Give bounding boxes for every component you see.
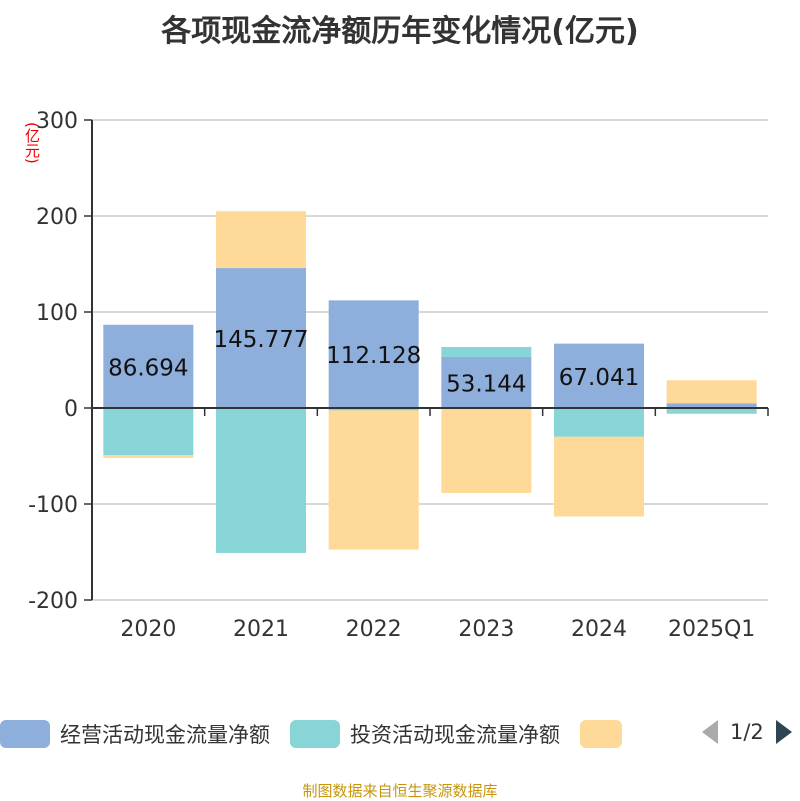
bar-segment bbox=[554, 408, 644, 437]
bar-segment bbox=[441, 346, 532, 357]
bar-segment bbox=[216, 408, 306, 553]
chart-title: 各项现金流净额历年变化情况(亿元) bbox=[161, 14, 639, 49]
bar-segment bbox=[441, 408, 532, 493]
bar-segment bbox=[666, 403, 757, 408]
data-label: 145.777 bbox=[213, 327, 308, 353]
bar-segment bbox=[103, 324, 194, 408]
legend-label: 经营活动现金流量净额 bbox=[60, 723, 270, 747]
x-tick-label: 2022 bbox=[346, 617, 402, 642]
data-label: 112.128 bbox=[326, 343, 421, 369]
bar-segment bbox=[554, 436, 644, 517]
bar-segment bbox=[103, 408, 194, 456]
bar-segment bbox=[328, 410, 419, 550]
y-tick-label: 100 bbox=[36, 301, 78, 326]
bar-chart: 300 200 100 0 -100 -200 2020 86.694 2021 145.777 2… bbox=[28, 109, 769, 642]
bar-segment bbox=[216, 268, 306, 408]
bar-segment bbox=[554, 343, 644, 408]
x-tick-label: 2020 bbox=[120, 617, 176, 642]
bar-segment bbox=[103, 455, 194, 458]
bar-segment bbox=[216, 211, 306, 269]
bar-segment bbox=[441, 356, 532, 408]
x-tick-label: 2023 bbox=[458, 617, 514, 642]
page-indicator: 1/2 bbox=[730, 720, 764, 744]
x-tick-label: 2024 bbox=[571, 617, 627, 642]
source-note: 制图数据来自恒生聚源数据库 bbox=[302, 782, 498, 800]
y-tick-label: 300 bbox=[36, 109, 78, 134]
legend-item-operating[interactable]: 经营活动现金流量净额 bbox=[0, 719, 270, 749]
x-tick-label: 2025Q1 bbox=[668, 617, 755, 642]
bar-segment bbox=[666, 408, 757, 414]
y-tick-label: 200 bbox=[36, 205, 78, 230]
data-label: 67.041 bbox=[559, 365, 639, 391]
legend-pager: 1/2 bbox=[700, 718, 794, 746]
x-tick-label: 2021 bbox=[233, 617, 289, 642]
unit-label: (亿元) bbox=[23, 122, 41, 164]
legend: 经营活动现金流量净额 投资活动现金流量净额 bbox=[0, 716, 652, 752]
prev-page-icon[interactable] bbox=[700, 718, 720, 746]
bar-segment bbox=[666, 380, 757, 404]
legend-item-investing[interactable]: 投资活动现金流量净额 bbox=[290, 719, 560, 749]
y-tick-label: -100 bbox=[28, 493, 78, 518]
y-tick-label: 0 bbox=[64, 397, 78, 422]
data-label: 86.694 bbox=[108, 355, 188, 381]
y-tick-label: -200 bbox=[28, 589, 78, 614]
next-page-icon[interactable] bbox=[774, 718, 794, 746]
bar-segment bbox=[328, 300, 419, 408]
data-label: 53.144 bbox=[446, 371, 526, 397]
legend-item-financing[interactable] bbox=[580, 720, 632, 748]
legend-label: 投资活动现金流量净额 bbox=[350, 723, 560, 747]
bar-segment bbox=[328, 408, 419, 411]
